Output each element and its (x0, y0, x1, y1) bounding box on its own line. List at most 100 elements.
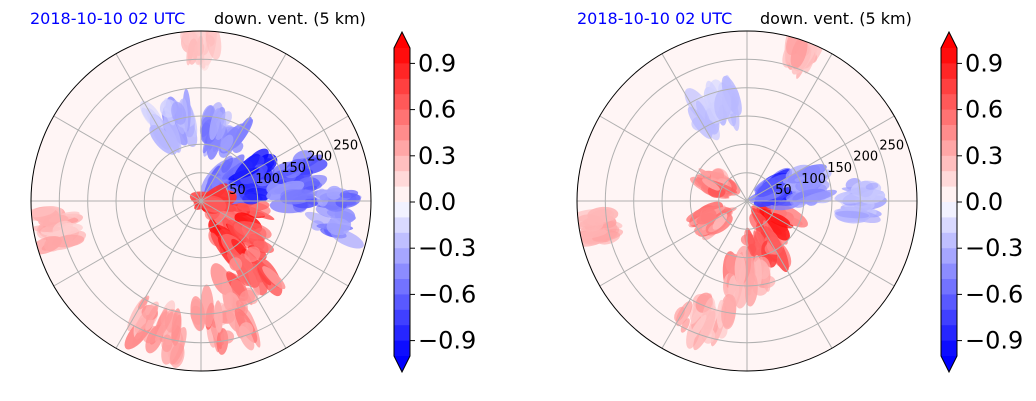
field-patch-right-3-23 (721, 294, 737, 328)
field-patch-right-9-25 (577, 214, 604, 232)
field-patch-left-10-21 (163, 98, 176, 126)
azimuth-line-left-150 (200, 200, 287, 349)
radial-tick-label-right-100: 100 (801, 172, 826, 187)
colorbar-level-left-19 (394, 340, 410, 357)
colorbar-level-left-2 (394, 78, 410, 95)
colorbar-level-right-2 (941, 78, 957, 95)
field-patch-left-3-15 (223, 292, 240, 313)
colorbar-outline-left (393, 30, 411, 374)
colorbar-level-left-3 (394, 94, 410, 111)
plot-frame-right (576, 30, 918, 372)
azimuth-line-right-330 (661, 53, 748, 202)
field-patch-left-10-25 (171, 101, 187, 125)
colorbar-extend-min-left (394, 356, 410, 372)
colorbar-level-left-6 (394, 140, 410, 157)
field-patch-left-4-25 (164, 308, 179, 333)
colorbar-level-right-18 (941, 325, 957, 342)
field-patch-left-3-24 (220, 330, 235, 344)
azimuth-line-left-300 (53, 115, 202, 202)
colorbar-level-right-15 (941, 279, 957, 295)
azimuth-line-left-30 (200, 53, 287, 202)
field-patch-right-3-25 (675, 301, 693, 327)
colorbar-level-right-0 (941, 48, 957, 64)
radial-tick-label-left-50: 50 (229, 183, 246, 198)
polar-plot-left: 2018-10-10 02 UTC down. vent. (5 km) 50 1… (30, 9, 372, 372)
field-patch-right-10-25 (790, 36, 808, 69)
colorbar-left: 0.9 0.6 0.3 0.0 −0.3 −0.6 −0.9 (393, 30, 476, 374)
field-patch-left-1-24 (253, 240, 274, 254)
field-patch-right-7-23 (695, 100, 713, 136)
colorbar-extend-max-right (941, 32, 957, 48)
colorbar-tick-label-right-1: 0.6 (965, 96, 1003, 124)
colorbar-level-right-16 (941, 294, 957, 311)
colorbar-level-right-14 (941, 263, 957, 280)
field-patch-left-3-18 (214, 300, 223, 333)
colorbar-tick-label-left-6: −0.9 (418, 327, 476, 355)
field-patch-right-11-25 (700, 209, 717, 224)
field-patch-right-3-24 (687, 314, 707, 344)
azimuth-line-right-60 (746, 115, 895, 202)
radial-tick-label-left-200: 200 (307, 150, 332, 165)
field-patch-left-4-24 (134, 301, 159, 334)
field-patch-left-8-22 (339, 189, 359, 199)
colorbar-outline-right (940, 30, 958, 374)
azimuth-line-right-210 (661, 200, 748, 349)
field-patch-left-12-24 (205, 31, 222, 60)
colorbar-tick-label-right-2: 0.3 (965, 142, 1003, 170)
colorbar-tick-label-left-4: −0.3 (418, 234, 476, 262)
colorbar-level-right-8 (941, 171, 957, 188)
field-patch-left-8-25 (326, 217, 351, 236)
field-patch-right-9-23 (577, 229, 608, 240)
colorbar-tick-label-right-0: 0.9 (965, 49, 1003, 77)
colorbar-level-right-7 (941, 155, 957, 172)
field-patch-left-6-25 (256, 179, 269, 187)
field-patch-left-1-25 (231, 238, 249, 259)
colorbar-extend-max-left (394, 32, 410, 48)
colorbar-level-left-11 (394, 217, 410, 234)
polar-grid-left (31, 31, 371, 371)
radial-tick-label-right-200: 200 (853, 150, 878, 165)
field-patch-right-7-24 (721, 75, 742, 116)
field-patch-left-5-25 (221, 155, 233, 173)
colorbar-level-right-3 (941, 94, 957, 111)
field-patch-right-2-25 (734, 253, 746, 286)
colorbar-level-left-1 (394, 63, 410, 80)
colorbar-level-left-10 (394, 202, 410, 218)
colorbar-extend-min-right (941, 356, 957, 372)
field-patch-right-2-17 (755, 256, 771, 280)
field-patch-left-12-25 (196, 35, 204, 52)
field-patch-right-9-21 (592, 228, 624, 242)
colorbar-level-left-13 (394, 248, 410, 265)
azimuth-line-left-330 (115, 53, 202, 202)
azimuth-line-right-30 (746, 53, 833, 202)
colorbar-level-right-4 (941, 109, 957, 126)
colorbar-level-left-4 (394, 109, 410, 126)
field-patch-right-3-22 (700, 297, 716, 339)
colorbar-level-right-9 (941, 186, 957, 203)
field-patch-left-11-25 (201, 195, 227, 213)
colorbar-level-left-16 (394, 294, 410, 311)
azimuth-line-right-120 (746, 200, 895, 287)
colorbar-level-right-1 (941, 63, 957, 80)
colorbar-tick-label-left-3: 0.0 (418, 188, 456, 216)
field-patch-right-8-25 (702, 178, 720, 191)
colorbar-tick-label-left-2: 0.3 (418, 142, 456, 170)
colorbar-right: 0.9 0.6 0.3 0.0 −0.3 −0.6 −0.9 (940, 30, 1023, 374)
azimuth-line-right-150 (746, 200, 833, 349)
colorbar-level-right-6 (941, 140, 957, 157)
field-patch-left-4-19 (154, 307, 168, 335)
colorbar-tick-label-left-0: 0.9 (418, 49, 456, 77)
field-patch-left-3-25 (239, 322, 254, 337)
colorbar-level-left-17 (394, 309, 410, 326)
field-patch-left-7-25 (289, 158, 305, 170)
field-patch-right-5-25 (795, 177, 830, 194)
field-patch-left-13-16 (31, 206, 56, 218)
colorbar-level-right-19 (941, 340, 957, 357)
radial-tick-label-right-150: 150 (827, 161, 852, 176)
field-patch-right-6-24 (865, 182, 879, 190)
colorbar-level-right-12 (941, 232, 957, 249)
title-date-right: 2018-10-10 02 UTC (577, 9, 732, 28)
